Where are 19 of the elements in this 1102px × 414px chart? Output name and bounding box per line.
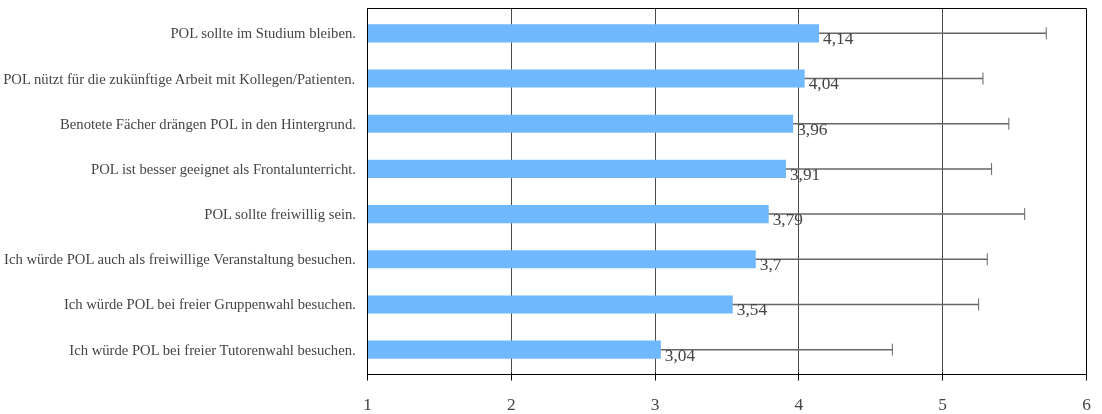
x-tick-label: 6 (1082, 394, 1092, 414)
data-label: 3,54 (736, 300, 768, 320)
y-tick-label: POL ist besser geeignet als Frontalunterricht. (91, 160, 356, 177)
data-label: 4,14 (823, 29, 854, 49)
y-tick-label: POL sollte im Studium bleiben. (170, 25, 356, 42)
y-tick-label: POL nützt für die zukünftige Arbeit mit Kollegen/Patienten. (3, 70, 356, 87)
x-tick-label: 5 (938, 394, 948, 414)
x-tick-label: 3 (650, 394, 660, 414)
data-label: 4,04 (808, 74, 840, 94)
x-tick-label: 2 (506, 394, 516, 414)
y-tick-label: Ich würde POL bei freier Tutorenwahl besuchen. (69, 341, 356, 358)
y-tick-label: POL sollte freiwillig sein. (204, 206, 356, 223)
x-tick-label: 1 (363, 394, 372, 414)
data-label: 3,04 (664, 345, 696, 365)
x-tick-label: 4 (794, 394, 804, 414)
y-tick-label: Benotete Fächer drängen POL in den Hintergrund. (60, 115, 356, 132)
data-label: 3,7 (759, 255, 782, 275)
y-tick-label: Ich würde POL bei freier Gruppenwahl besuchen. (63, 296, 356, 313)
y-tick-label: Ich würde POL auch als freiwillige Veranstaltung besuchen. (4, 251, 356, 268)
